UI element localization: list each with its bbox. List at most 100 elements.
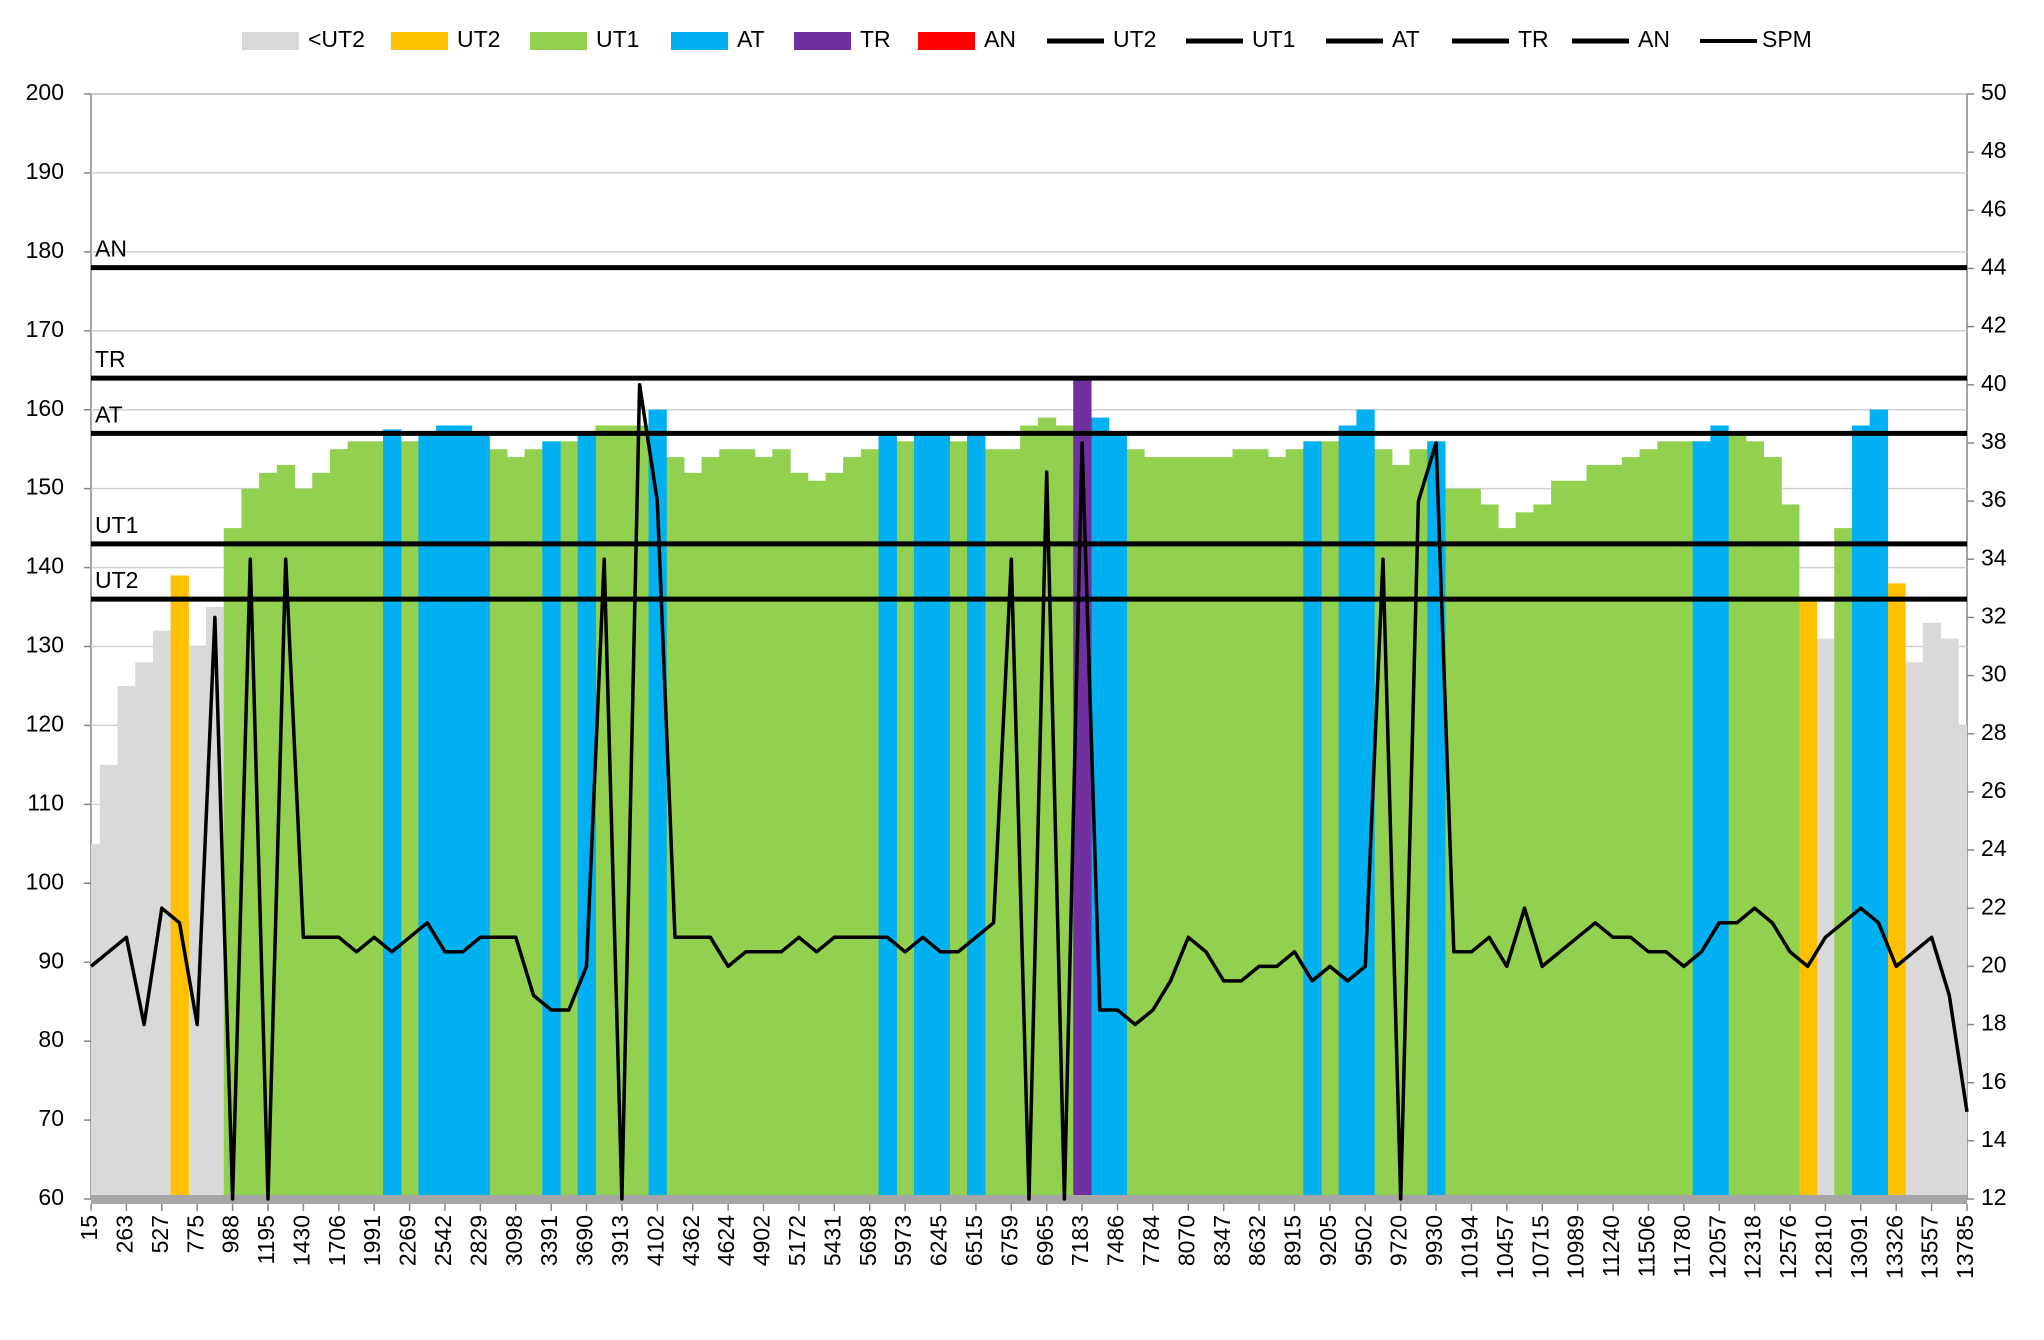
bar bbox=[1710, 425, 1729, 1199]
legend-swatch bbox=[242, 32, 299, 50]
bar bbox=[418, 433, 437, 1199]
x-tick-label: 13557 bbox=[1917, 1215, 1943, 1279]
bar bbox=[1922, 622, 1942, 1199]
x-tick-label: 8347 bbox=[1209, 1215, 1235, 1266]
legend-label: AT bbox=[737, 26, 765, 52]
bar bbox=[1498, 528, 1517, 1199]
bar bbox=[1197, 457, 1216, 1199]
bar bbox=[347, 441, 366, 1199]
bar bbox=[878, 433, 897, 1199]
x-tick-label: 10457 bbox=[1492, 1215, 1518, 1279]
y2-tick-label: 36 bbox=[1981, 486, 2007, 512]
y-tick-label: 100 bbox=[26, 868, 64, 894]
y2-tick-label: 26 bbox=[1981, 777, 2007, 803]
bar bbox=[312, 472, 331, 1199]
y-tick-label: 190 bbox=[26, 158, 64, 184]
y2-tick-label: 20 bbox=[1981, 951, 2007, 977]
bar bbox=[843, 457, 862, 1199]
bar bbox=[967, 433, 986, 1199]
y2-tick-label: 48 bbox=[1981, 137, 2007, 163]
legend-label: TR bbox=[860, 26, 891, 52]
y2-tick-label: 18 bbox=[1981, 1010, 2007, 1036]
bar bbox=[754, 457, 773, 1199]
x-tick-label: 13326 bbox=[1881, 1215, 1907, 1279]
x-tick-label: 4362 bbox=[678, 1215, 704, 1266]
bar bbox=[1444, 488, 1464, 1199]
legend-label: TR bbox=[1518, 26, 1549, 52]
y-tick-label: 70 bbox=[38, 1105, 64, 1131]
y2-tick-label: 32 bbox=[1981, 602, 2007, 628]
bar bbox=[1250, 449, 1269, 1199]
bar bbox=[170, 575, 189, 1199]
bar bbox=[1798, 599, 1818, 1199]
y2-tick-label: 34 bbox=[1981, 544, 2007, 570]
y2-tick-label: 30 bbox=[1981, 661, 2007, 687]
bar bbox=[1657, 441, 1676, 1199]
x-tick-label: 1706 bbox=[324, 1215, 350, 1266]
bar bbox=[860, 449, 880, 1199]
x-tick-label: 3913 bbox=[607, 1215, 633, 1266]
y2-tick-label: 14 bbox=[1981, 1126, 2007, 1152]
legend-label: UT1 bbox=[1252, 26, 1295, 52]
x-tick-label: 15 bbox=[76, 1215, 102, 1241]
legend-swatch bbox=[530, 32, 587, 50]
x-tick-label: 12810 bbox=[1810, 1215, 1836, 1279]
bar bbox=[1887, 583, 1906, 1199]
legend-label: AT bbox=[1392, 26, 1420, 52]
x-tick-label: 9930 bbox=[1421, 1215, 1447, 1266]
bar bbox=[1144, 457, 1163, 1199]
bar bbox=[1108, 433, 1127, 1199]
bar bbox=[1551, 480, 1570, 1199]
bar bbox=[294, 488, 313, 1199]
x-tick-label: 2542 bbox=[430, 1215, 456, 1266]
x-tick-label: 527 bbox=[147, 1215, 173, 1253]
x-tick-label: 8070 bbox=[1173, 1215, 1199, 1266]
y-tick-label: 80 bbox=[38, 1026, 64, 1052]
legend-label: UT1 bbox=[596, 26, 639, 52]
x-tick-label: 7183 bbox=[1067, 1215, 1093, 1266]
bar bbox=[1409, 449, 1428, 1199]
bar bbox=[91, 843, 101, 1199]
x-tick-label: 5973 bbox=[890, 1215, 916, 1266]
x-tick-label: 9720 bbox=[1386, 1215, 1412, 1266]
bar bbox=[1179, 457, 1198, 1199]
bar bbox=[524, 449, 543, 1199]
x-tick-label: 12318 bbox=[1740, 1215, 1766, 1279]
x-tick-label: 6965 bbox=[1032, 1215, 1058, 1266]
bars bbox=[91, 378, 1967, 1199]
bar bbox=[1940, 638, 1959, 1199]
x-tick-label: 10715 bbox=[1527, 1215, 1553, 1279]
x-tick-label: 10989 bbox=[1563, 1215, 1589, 1279]
bar bbox=[790, 472, 809, 1199]
bar bbox=[1303, 441, 1322, 1199]
bar bbox=[896, 441, 915, 1199]
bar bbox=[1285, 449, 1304, 1199]
bar bbox=[1321, 441, 1340, 1199]
y-tick-label: 140 bbox=[26, 553, 64, 579]
bar bbox=[1834, 528, 1853, 1199]
x-tick-label: 10194 bbox=[1457, 1215, 1483, 1279]
bar bbox=[984, 449, 1004, 1199]
bar bbox=[542, 441, 561, 1199]
bar bbox=[1480, 504, 1499, 1199]
bar bbox=[506, 457, 526, 1199]
y-tick-label: 160 bbox=[26, 395, 64, 421]
bar bbox=[1427, 441, 1446, 1199]
y-tick-label: 90 bbox=[38, 947, 64, 973]
bar bbox=[1763, 457, 1782, 1199]
y2-tick-label: 28 bbox=[1981, 719, 2007, 745]
x-tick-label: 5172 bbox=[784, 1215, 810, 1266]
bar bbox=[719, 449, 738, 1199]
bar bbox=[807, 480, 827, 1199]
y-tick-label: 170 bbox=[26, 316, 64, 342]
x-tick-label: 9502 bbox=[1350, 1215, 1376, 1266]
bar bbox=[949, 441, 968, 1199]
bar bbox=[1356, 409, 1375, 1199]
x-tick-label: 3690 bbox=[572, 1215, 598, 1266]
x-tick-label: 2829 bbox=[465, 1215, 491, 1266]
bar bbox=[400, 441, 420, 1199]
bar bbox=[666, 457, 685, 1199]
threshold-label: AN bbox=[95, 236, 127, 262]
